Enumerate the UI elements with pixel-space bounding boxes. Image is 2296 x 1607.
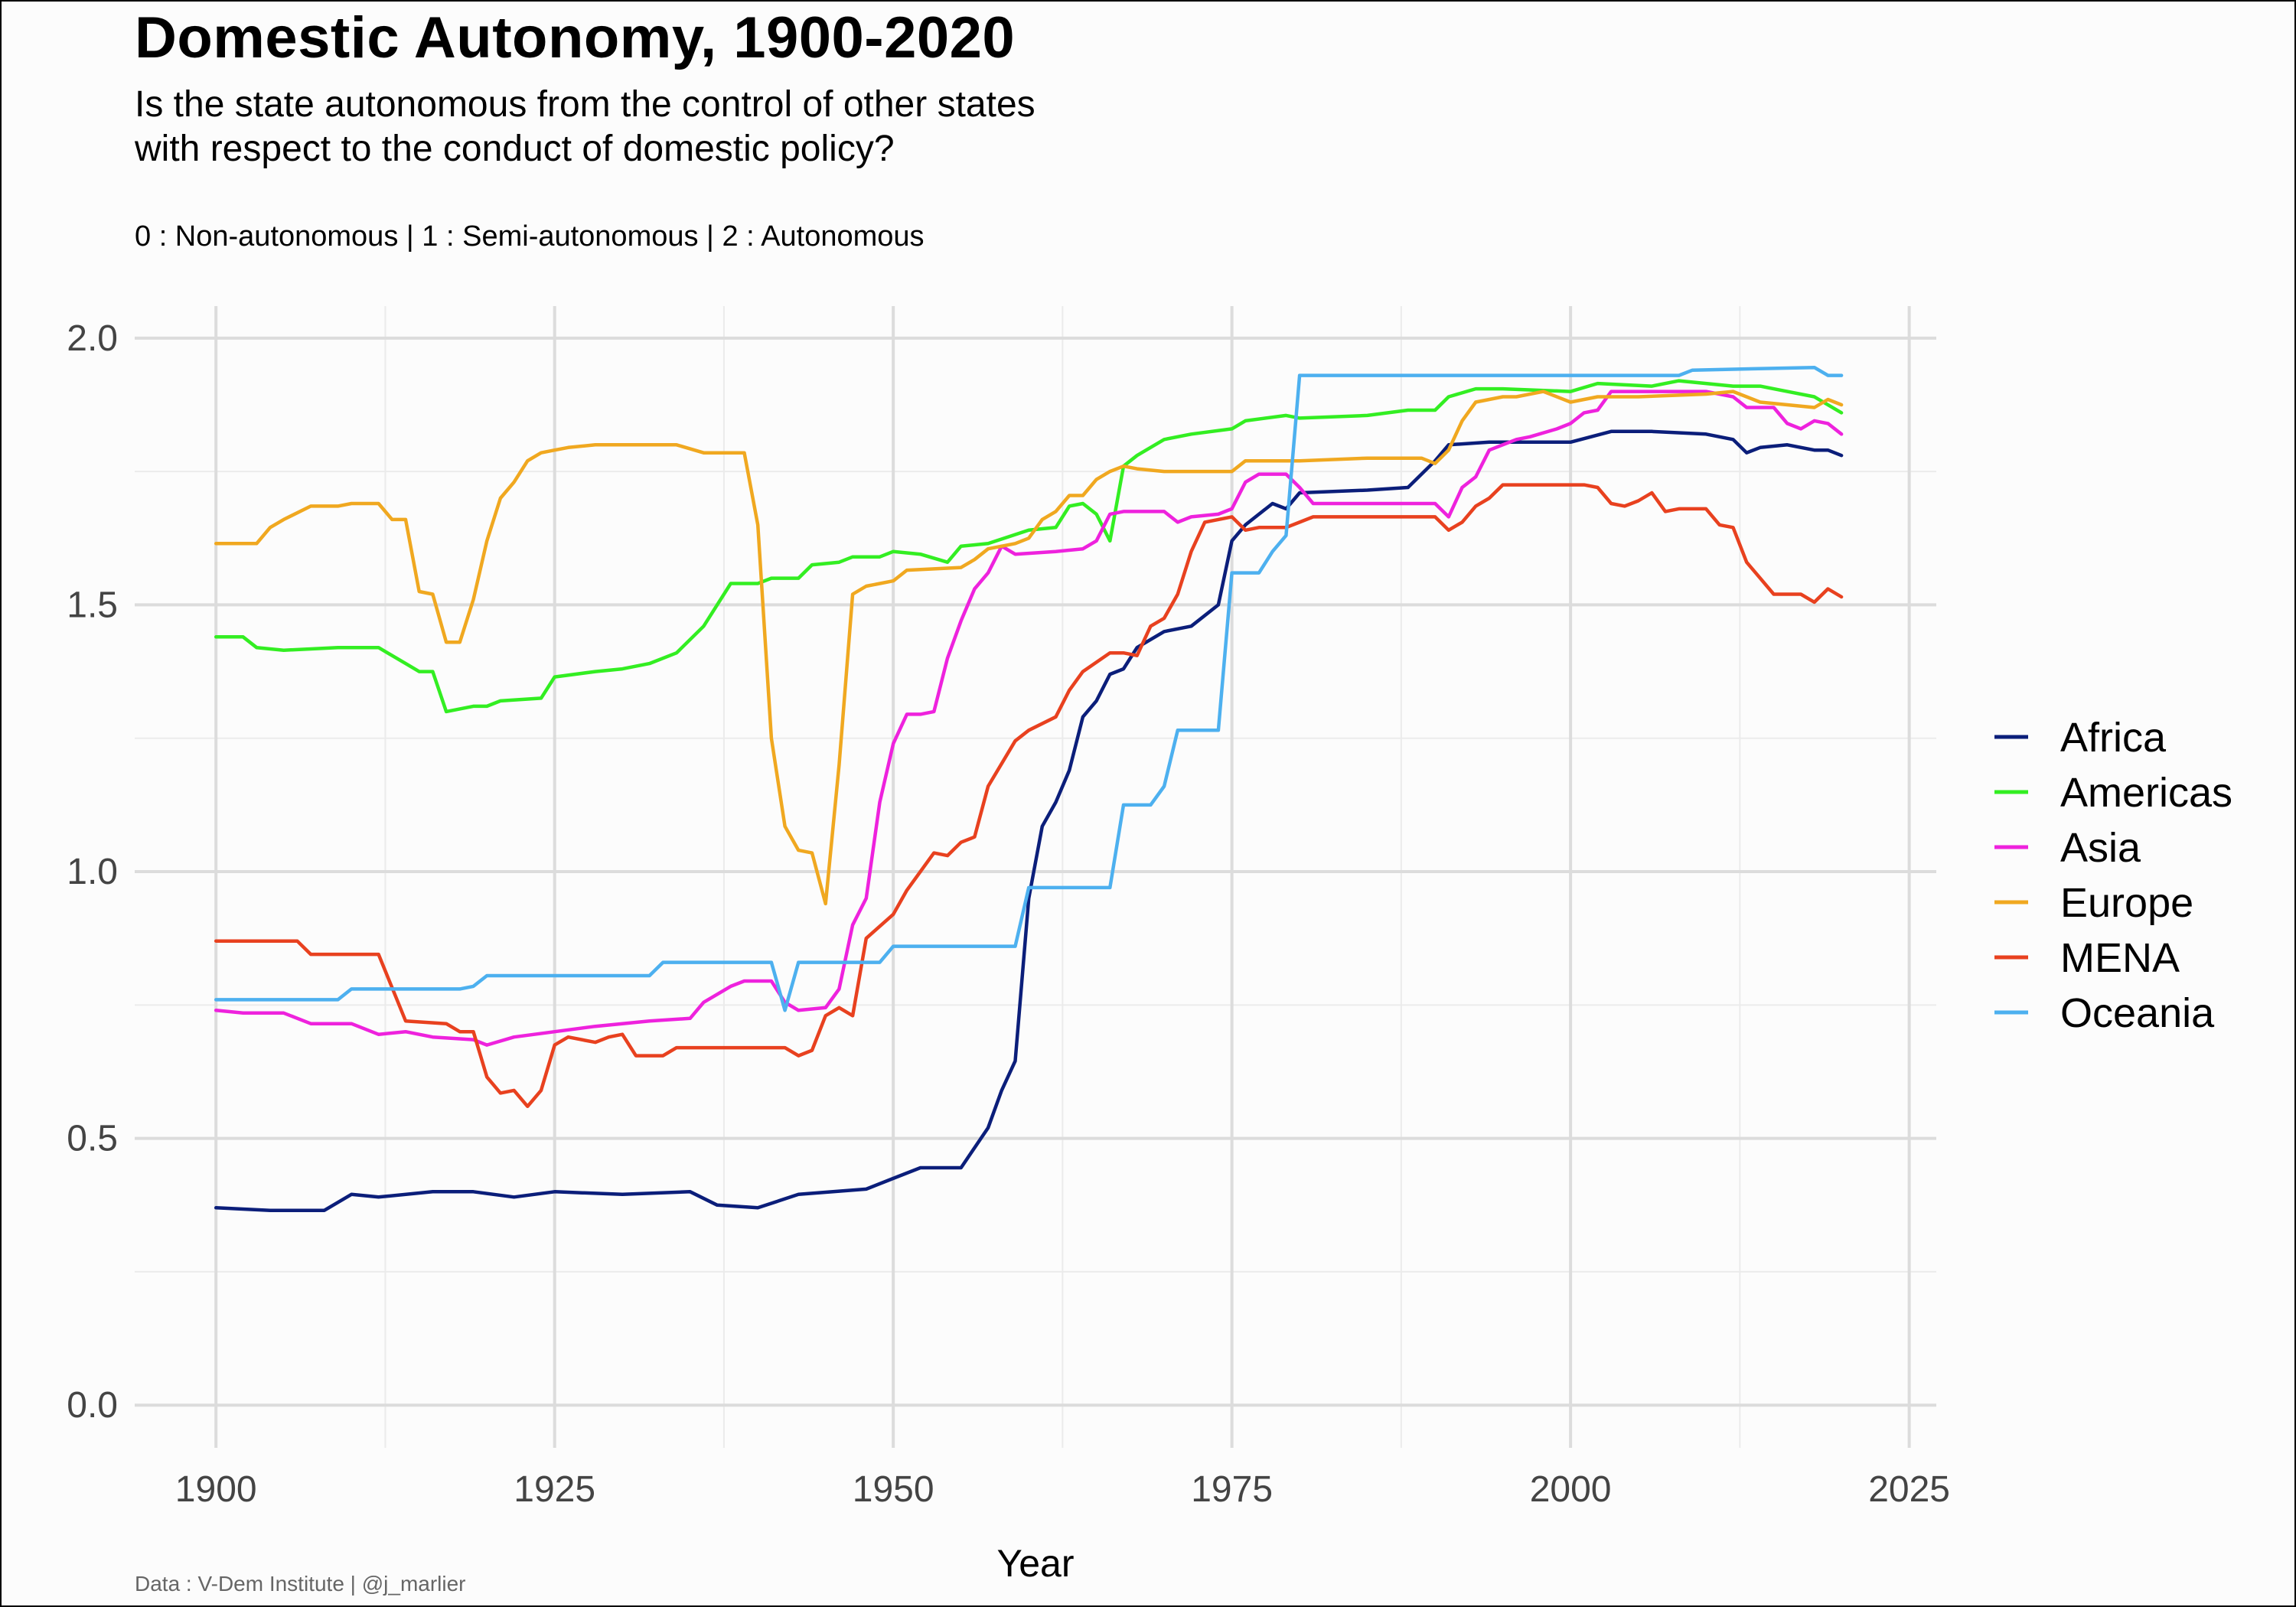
x-tick-label: 2000 bbox=[1530, 1469, 1612, 1510]
y-tick-label: 0.0 bbox=[67, 1385, 118, 1426]
x-tick-label: 1925 bbox=[514, 1469, 595, 1510]
legend-label-asia: Asia bbox=[2060, 825, 2141, 871]
y-tick-label: 1.0 bbox=[67, 852, 118, 892]
legend-label-europe: Europe bbox=[2060, 880, 2193, 926]
legend-label-africa: Africa bbox=[2060, 715, 2167, 761]
legend: Africa Americas Asia Europe MENA Oceania bbox=[1994, 715, 2232, 1036]
scale-note: 0 : Non-autonomous | 1 : Semi-autonomous… bbox=[135, 220, 925, 253]
legend-label-mena: MENA bbox=[2060, 935, 2180, 981]
x-tick-label: 1975 bbox=[1191, 1469, 1273, 1510]
x-tick-label: 1900 bbox=[175, 1469, 257, 1510]
series-lines bbox=[214, 365, 1844, 1212]
source-caption: Data : V-Dem Institute | @j_marlier bbox=[135, 1572, 466, 1596]
x-tick-label: 1950 bbox=[853, 1469, 934, 1510]
series-line-africa bbox=[214, 429, 1844, 1212]
y-tick-label: 0.5 bbox=[67, 1119, 118, 1159]
grid-lines bbox=[135, 306, 1936, 1448]
series-line-mena bbox=[214, 483, 1844, 1109]
y-tick-label: 1.5 bbox=[67, 585, 118, 625]
series-line-americas bbox=[214, 379, 1844, 714]
chart-title: Domestic Autonomy, 1900-2020 bbox=[135, 5, 1016, 70]
x-axis-title: Year bbox=[996, 1542, 1074, 1585]
series-line-europe bbox=[214, 390, 1844, 906]
legend-label-oceania: Oceania bbox=[2060, 990, 2215, 1036]
y-tick-label: 2.0 bbox=[67, 318, 118, 359]
chart-subtitle: Is the state autonomous from the control… bbox=[135, 84, 1035, 169]
x-tick-label: 2025 bbox=[1868, 1469, 1950, 1510]
legend-label-americas: Americas bbox=[2060, 770, 2232, 816]
series-line-asia bbox=[214, 390, 1844, 1047]
series-line-oceania bbox=[214, 365, 1844, 1012]
